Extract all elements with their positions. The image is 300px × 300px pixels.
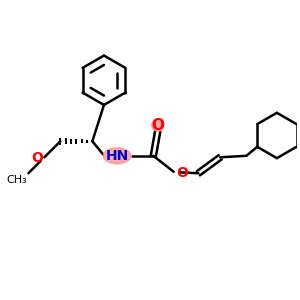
Text: CH₃: CH₃ <box>6 175 27 185</box>
Text: O: O <box>176 166 188 180</box>
Ellipse shape <box>152 119 164 131</box>
Text: HN: HN <box>105 149 129 163</box>
Text: O: O <box>31 151 43 165</box>
Ellipse shape <box>103 148 131 164</box>
Text: O: O <box>151 118 164 133</box>
